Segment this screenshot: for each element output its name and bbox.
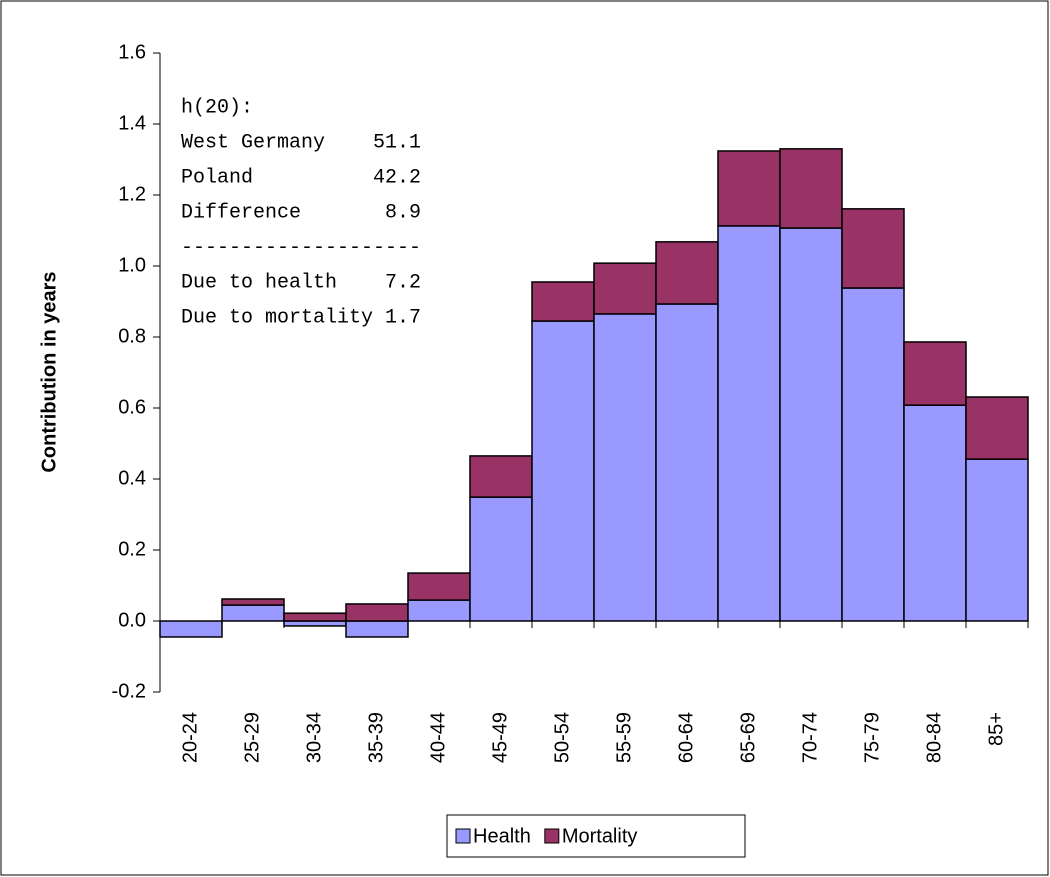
bar [717, 150, 781, 227]
bar [841, 208, 905, 289]
bar [965, 458, 1029, 622]
bar [903, 341, 967, 406]
bar [221, 604, 285, 622]
bar [407, 599, 471, 622]
bar [965, 396, 1029, 460]
x-tick-label: 30-34 [303, 712, 325, 763]
bar [469, 496, 533, 622]
bar [283, 612, 347, 622]
bar [407, 572, 471, 601]
bar [779, 148, 843, 229]
bar [531, 320, 595, 622]
bar [345, 620, 409, 638]
annotation-line: Due to mortality 1.7 [181, 306, 421, 329]
x-tick-label: 45-49 [489, 712, 511, 763]
bar [593, 313, 657, 622]
x-tick-label: 40-44 [427, 712, 449, 763]
x-tick-label: 70-74 [799, 712, 821, 763]
annotation-line: Due to health 7.2 [181, 271, 421, 294]
legend-label: Mortality [562, 825, 638, 847]
bar [779, 227, 843, 622]
x-tick-label: 65-69 [737, 712, 759, 763]
x-tick-label: 25-29 [241, 712, 263, 763]
y-tick-label: 1.4 [118, 112, 146, 134]
y-tick-label: 1.2 [118, 183, 146, 205]
legend-swatch [544, 828, 560, 844]
y-axis-label: Contribution in years [38, 271, 60, 472]
bar [655, 241, 719, 305]
y-tick-label: 0.2 [118, 538, 146, 560]
bar [469, 455, 533, 498]
y-tick-label: 0.4 [118, 467, 146, 489]
legend-label: Health [473, 825, 531, 847]
bar [841, 287, 905, 622]
x-tick-label: 20-24 [179, 712, 201, 763]
bar [655, 303, 719, 622]
bar [345, 603, 409, 622]
bar [531, 281, 595, 322]
x-tick-label: 55-59 [613, 712, 635, 763]
annotation-line: Difference 8.9 [181, 201, 421, 224]
x-tick-label: 35-39 [365, 712, 387, 763]
legend-swatch [455, 828, 471, 844]
y-tick-label: 1.6 [118, 41, 146, 63]
bar [593, 262, 657, 315]
bar [221, 598, 285, 606]
y-tick-label: -0.2 [112, 680, 146, 702]
legend-box [446, 814, 746, 858]
y-tick-label: 1.0 [118, 254, 146, 276]
x-tick-label: 80-84 [923, 712, 945, 763]
x-tick-label: 75-79 [861, 712, 883, 763]
annotation-line: -------------------- [181, 236, 421, 259]
legend: Health Mortality [446, 814, 746, 858]
bar [717, 225, 781, 622]
annotation-line: h(20): [181, 96, 253, 119]
bar [159, 620, 223, 638]
y-tick-label: 0.6 [118, 396, 146, 418]
annotation-line: West Germany 51.1 [181, 131, 421, 154]
bar [903, 404, 967, 622]
x-tick-label: 50-54 [551, 712, 573, 763]
x-tick-label: 60-64 [675, 712, 697, 763]
x-tick-label: 85+ [985, 712, 1007, 746]
y-tick-label: 0.0 [118, 609, 146, 631]
annotation-line: Poland 42.2 [181, 166, 421, 189]
y-tick-label: 0.8 [118, 325, 146, 347]
